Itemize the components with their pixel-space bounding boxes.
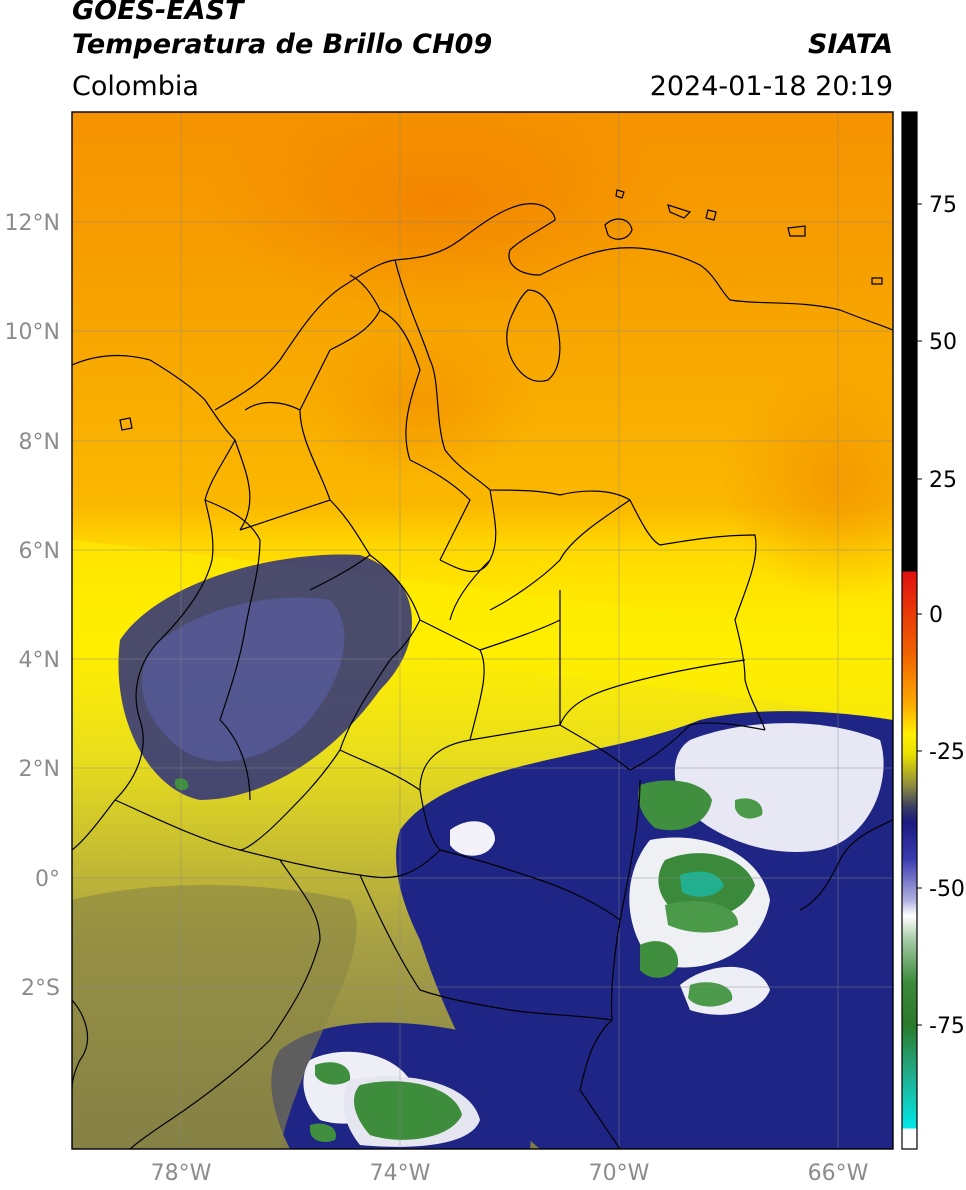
agency-label: SIATA (807, 29, 893, 60)
lat-tick-label: 12°N (5, 211, 60, 236)
colorbar-tick-label: -75 (929, 1014, 965, 1039)
lon-tick-label: 78°W (151, 1161, 212, 1186)
warm-region (720, 360, 893, 600)
cold-cloud-top (450, 821, 495, 856)
satellite-title: GOES-EAST (72, 0, 244, 26)
coldest-cloud-top (315, 1062, 351, 1085)
coldest-cloud-top (640, 941, 679, 978)
lon-tick-label: 66°W (808, 1161, 869, 1186)
product-title: Temperatura de Brillo CH09 (72, 29, 493, 60)
lat-tick-label: 6°N (19, 539, 60, 564)
cloud-cluster (141, 597, 345, 762)
colorbar-labels: 75 50 25 0 -25 -50 -75 (929, 193, 965, 1039)
map-grid (72, 112, 893, 1149)
lat-tick-label: 8°N (19, 430, 60, 455)
coldest-cloud-top (665, 901, 739, 933)
coldest-cloud-top (354, 1081, 462, 1140)
longitude-labels: 78°W 74°W 70°W 66°W (151, 1161, 869, 1186)
coldest-cloud-top (735, 798, 763, 819)
lat-tick-label: 4°N (19, 648, 60, 673)
lat-tick-label: 10°N (5, 320, 60, 345)
coastlines-and-borders (72, 189, 893, 1149)
coldest-cloud-top (688, 982, 733, 1007)
colorbar (901, 111, 918, 1150)
colorbar-tick-label: 75 (929, 193, 957, 218)
colorbar-tick-label: -25 (929, 740, 965, 765)
lat-tick-label: 2°S (21, 976, 60, 1001)
latitude-labels: 12°N 10°N 8°N 6°N 4°N 2°N 0° 2°S (5, 211, 60, 1001)
lat-tick-label: 2°N (19, 757, 60, 782)
transition-zone (72, 885, 357, 1149)
colorbar-tick-label: -50 (929, 877, 965, 902)
coldest-cloud-top (310, 1123, 336, 1142)
colorbar-tick-label: 25 (929, 468, 957, 493)
lat-tick-label: 0° (35, 867, 60, 892)
coldest-cloud-top (638, 780, 712, 831)
lon-tick-label: 70°W (589, 1161, 650, 1186)
colorbar-ticks (917, 203, 922, 1026)
map-frame (71, 111, 894, 1150)
warm-region (200, 112, 680, 310)
lon-tick-label: 74°W (370, 1161, 431, 1186)
colorbar-tick-label: 50 (929, 330, 957, 355)
colorbar-tick-label: 0 (929, 603, 943, 628)
datetime-label: 2024-01-18 20:19 (649, 71, 893, 102)
warm-region (300, 320, 540, 480)
region-label: Colombia (72, 71, 199, 102)
coldest-cloud-top (175, 778, 189, 791)
cold-cloud-top (674, 723, 884, 852)
